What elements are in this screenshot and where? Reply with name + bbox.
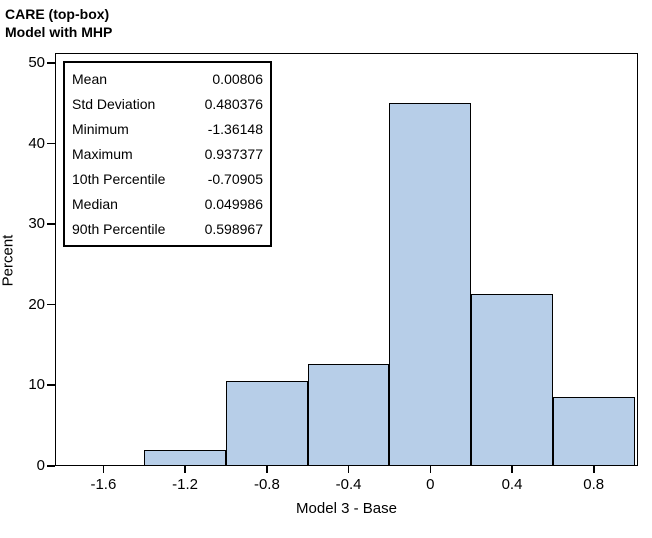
stats-row: 90th Percentile 0.598967 xyxy=(72,221,263,237)
x-tick-mark xyxy=(347,466,350,473)
x-tick-mark xyxy=(184,466,186,473)
chart-title: CARE (top-box) Model with MHP xyxy=(5,5,112,41)
stats-row: Maximum 0.937377 xyxy=(72,146,263,162)
stats-row: Median 0.049986 xyxy=(72,196,263,212)
x-tick-mark xyxy=(266,466,268,473)
x-tick-mark xyxy=(511,466,513,473)
chart-title-line2: Model with MHP xyxy=(5,24,113,40)
y-tick-mark xyxy=(47,465,55,467)
histogram-bar xyxy=(389,103,472,466)
stats-row: 10th Percentile -0.70905 xyxy=(72,171,263,187)
x-tick-label: -1.2 xyxy=(172,476,199,493)
stats-value: 0.00806 xyxy=(212,70,263,87)
x-tick-label: 0.4 xyxy=(501,476,523,493)
y-tick-mark xyxy=(47,142,55,145)
x-tick-mark xyxy=(593,466,595,473)
y-axis-title: Percent xyxy=(0,234,17,287)
stats-label: 10th Percentile xyxy=(72,171,166,188)
histogram-bar xyxy=(552,396,635,466)
y-tick-label: 10 xyxy=(28,376,45,394)
x-tick-label: 0 xyxy=(426,476,435,493)
x-tick-label: 0.8 xyxy=(583,476,605,493)
y-tick-label: 50 xyxy=(28,54,45,71)
stats-value: 0.049986 xyxy=(204,196,263,213)
x-tick-label: -0.8 xyxy=(253,476,280,493)
histogram-bar xyxy=(307,363,390,466)
stats-label: Minimum xyxy=(72,120,129,137)
stats-value: 0.480376 xyxy=(204,95,263,112)
y-tick-label: 40 xyxy=(28,134,45,152)
chart-title-line1: CARE (top-box) xyxy=(5,6,110,22)
y-tick-mark xyxy=(47,303,55,306)
x-tick-label: -1.6 xyxy=(90,476,117,493)
stats-value: -0.70905 xyxy=(207,171,263,188)
stats-label: Maximum xyxy=(72,145,133,162)
stats-row: Minimum -1.36148 xyxy=(72,121,263,137)
stats-value: 0.598967 xyxy=(204,221,263,238)
x-tick-mark xyxy=(429,466,432,473)
stats-label: 90th Percentile xyxy=(72,221,166,238)
y-tick-label: 0 xyxy=(36,457,45,474)
histogram-bar xyxy=(144,449,226,466)
histogram-bar xyxy=(226,381,308,466)
histogram-bar xyxy=(471,293,553,466)
stats-value: 0.937377 xyxy=(204,145,263,162)
stats-label: Median xyxy=(72,196,118,213)
stats-inset-box: Mean 0.00806 Std Deviation 0.480376 Minimum -… xyxy=(63,61,272,247)
y-tick-mark xyxy=(47,384,55,386)
x-axis-title: Model 3 - Base xyxy=(296,500,397,517)
y-tick-mark xyxy=(47,223,55,225)
stats-row: Mean 0.00806 xyxy=(72,71,263,87)
y-tick-mark xyxy=(47,62,55,64)
stats-value: -1.36148 xyxy=(207,120,263,137)
y-tick-label: 30 xyxy=(28,215,45,233)
stats-label: Mean xyxy=(72,70,108,87)
x-tick-label: -0.4 xyxy=(335,476,362,493)
x-tick-mark xyxy=(102,466,105,473)
stats-label: Std Deviation xyxy=(72,95,156,112)
stats-row: Std Deviation 0.480376 xyxy=(72,96,263,112)
y-tick-label: 20 xyxy=(28,295,45,313)
